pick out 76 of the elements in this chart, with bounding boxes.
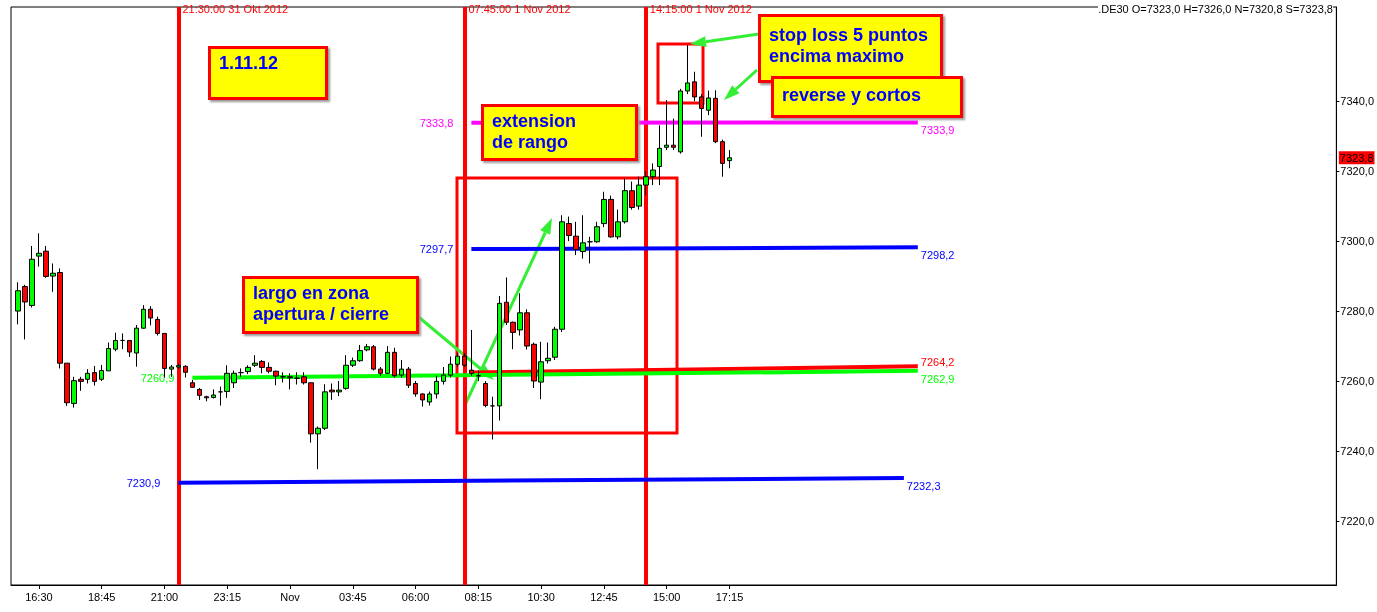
x-tick-label: 03:45 xyxy=(339,590,367,603)
text-box: largo en zona apertura / cierre xyxy=(242,276,419,334)
data-label: 7230,9 xyxy=(126,476,161,489)
candlestick xyxy=(134,324,139,368)
candlestick xyxy=(427,391,432,407)
annotation: 7323,8 xyxy=(1339,151,1374,164)
candlestick xyxy=(727,149,732,169)
candlestick xyxy=(120,332,125,350)
candlestick xyxy=(183,364,188,379)
candlestick xyxy=(420,392,425,408)
x-tick-label: 12:45 xyxy=(590,590,618,603)
candlestick xyxy=(113,332,118,352)
candlestick xyxy=(378,366,383,377)
candlestick xyxy=(476,370,481,382)
candlestick xyxy=(392,347,397,379)
ref-line-label: 07:45:00 1 Nov 2012 xyxy=(468,3,571,15)
text-box: 1.11.12 xyxy=(208,46,328,100)
candlestick xyxy=(155,316,160,337)
x-tick-label: 16:30 xyxy=(25,590,53,603)
data-label: 7262,9 xyxy=(920,372,955,385)
data-label: 7232,3 xyxy=(906,479,941,492)
candlestick xyxy=(664,99,669,151)
x-tick-label: 15:00 xyxy=(652,590,681,603)
x-tick-label: 17:15 xyxy=(715,590,744,603)
data-label: 7264,2 xyxy=(920,356,955,369)
candlestick xyxy=(197,387,202,401)
x-tick-label: 21:00 xyxy=(150,590,179,603)
y-tick-label: 7280,0 xyxy=(1340,305,1375,318)
x-tick-label: 10:30 xyxy=(527,590,555,603)
candlestick xyxy=(99,364,104,382)
candlestick xyxy=(148,305,153,326)
y-tick-label: 7320,0 xyxy=(1340,165,1375,178)
y-tick-label: 7240,0 xyxy=(1340,445,1375,457)
candlestick xyxy=(127,339,132,358)
candlestick xyxy=(406,366,411,389)
candlestick xyxy=(678,88,683,155)
candlestick xyxy=(176,363,181,370)
ref-line-label: 21:30:00 31 Okt 2012 xyxy=(182,3,289,15)
candlestick xyxy=(685,44,690,95)
text-box: extension de rango xyxy=(481,104,638,161)
data-label: 7260,9 xyxy=(140,371,175,384)
data-label: 7298,2 xyxy=(920,249,955,262)
candlestick xyxy=(720,139,725,178)
y-tick-label: 7260,0 xyxy=(1340,375,1375,388)
candlestick xyxy=(190,379,195,389)
y-tick-label: 7300,0 xyxy=(1340,235,1375,248)
ref-line-label: 14:15:00 1 Nov 2012 xyxy=(649,3,752,15)
candlestick xyxy=(545,342,551,365)
candlestick xyxy=(455,352,460,368)
x-tick-label: 23:15 xyxy=(213,590,242,603)
data-label: 7297,7 xyxy=(419,243,454,256)
candlestick xyxy=(657,124,662,186)
x-tick-label: 08:15 xyxy=(464,590,493,603)
candlestick xyxy=(211,388,216,400)
candlestick xyxy=(413,380,418,398)
data-label: 7333,9 xyxy=(920,124,955,137)
candlestick xyxy=(204,395,209,402)
candlestick xyxy=(490,396,495,440)
candlestick xyxy=(699,93,704,138)
x-tick-label: Nov xyxy=(280,590,301,603)
candlestick xyxy=(713,89,718,144)
x-tick-label: 06:00 xyxy=(401,590,430,603)
x-tick-label: 18:45 xyxy=(87,590,116,603)
candlestick xyxy=(238,367,244,378)
text-box: .DE30 O=7323,0 H=7326,0 N=7320,8 S=7323,8 xyxy=(1098,3,1333,15)
candlestick xyxy=(692,71,697,102)
text-box: reverse y cortos xyxy=(771,76,963,118)
candlestick xyxy=(671,118,676,151)
data-label: 7333,8 xyxy=(419,116,454,129)
candlestick xyxy=(141,304,146,330)
candlestick xyxy=(706,90,711,116)
y-tick-label: 7340,0 xyxy=(1340,95,1375,108)
candlestick xyxy=(92,365,97,387)
candlestick xyxy=(106,342,111,372)
y-tick-label: 7220,0 xyxy=(1340,514,1375,527)
candlestick xyxy=(483,380,488,408)
